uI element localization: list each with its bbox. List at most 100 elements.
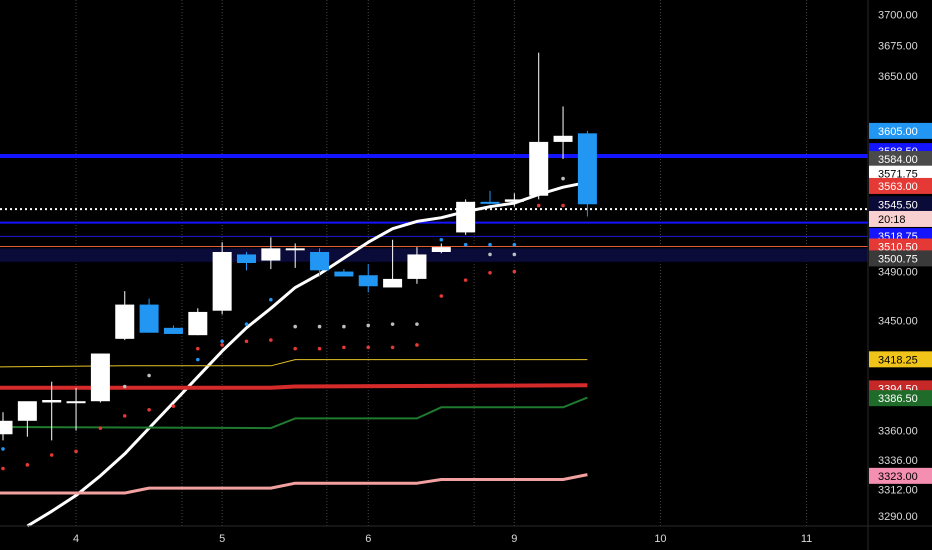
indicator-dot [122, 384, 127, 389]
indicator-dot [1, 447, 5, 451]
indicator-dot [415, 322, 419, 326]
price-label-text: 3584.00 [878, 154, 918, 166]
candle-body [212, 251, 232, 311]
candle-body [139, 304, 159, 333]
pink-line [0, 473, 588, 495]
indicator-dot [415, 343, 419, 347]
indicator-dot [196, 357, 200, 362]
indicator-dot [561, 203, 565, 208]
price-label-badge [869, 177, 932, 194]
indicator-dot [366, 323, 371, 328]
indicator-dot [488, 270, 492, 275]
price-label-badge [869, 467, 932, 484]
time-tick-label: 6 [365, 533, 371, 545]
candle-body [407, 254, 427, 279]
price-label-text: 3545.50 [878, 199, 918, 211]
price-tick-label: 3650.00 [878, 71, 918, 83]
price-label-badge [869, 390, 932, 407]
green-line [0, 396, 588, 430]
candle-body [310, 251, 330, 271]
candle-body [431, 247, 451, 252]
price-label-badge [869, 210, 932, 227]
time-tick-label: 5 [219, 533, 225, 545]
price-label-text: 3605.00 [878, 126, 918, 138]
price-tick-label: 3450.00 [878, 315, 918, 327]
indicator-lines [0, 180, 588, 528]
time-tick-label: 4 [73, 533, 79, 545]
candle-body [17, 401, 37, 421]
candle-body [115, 304, 135, 339]
horizontal-levels [0, 153, 868, 247]
indicator-dot [147, 407, 151, 412]
candle-body [0, 420, 13, 435]
time-axis[interactable]: 4 5 6 9 10 11 [0, 525, 932, 545]
ma-white [26, 180, 588, 528]
price-tick-label: 3312.00 [878, 484, 918, 496]
candle-body [504, 199, 524, 202]
indicator-dot [463, 242, 468, 247]
indicator-dot [439, 237, 444, 242]
price-tick-label: 3490.00 [878, 267, 918, 279]
indicator-dot [561, 176, 565, 181]
indicator-dot [147, 373, 151, 378]
candle-body [553, 135, 573, 142]
indicator-dot [244, 322, 249, 326]
indicator-dot [122, 414, 127, 418]
red-line [0, 383, 588, 390]
indicator-dot [220, 339, 224, 344]
indicator-dot [269, 297, 273, 302]
indicator-dot [171, 404, 176, 408]
candle-body [163, 327, 183, 334]
indicator-dot [463, 278, 468, 282]
candle-body [383, 278, 403, 288]
candle-body [334, 271, 354, 277]
indicator-dot [488, 252, 492, 257]
candle-body [42, 400, 62, 403]
candle-body [261, 248, 281, 261]
indicator-dot [49, 453, 54, 457]
price-label-text: 3500.75 [878, 253, 918, 265]
price-label-text: 3323.00 [878, 471, 918, 483]
price-label-badge [869, 196, 932, 213]
indicator-dot [512, 269, 517, 274]
candle-body [529, 141, 549, 196]
time-tick-label: 11 [801, 533, 812, 545]
price-tick-label: 3675.00 [878, 40, 918, 52]
price-label-badge [869, 351, 932, 368]
indicator-dots [1, 176, 590, 471]
candle-body [237, 254, 256, 263]
price-label-text: 3386.50 [878, 393, 918, 405]
indicator-dot [439, 294, 444, 298]
indicator-dot [220, 343, 224, 347]
candle-body [480, 201, 500, 204]
candle-body [285, 248, 305, 251]
indicator-dot [244, 339, 249, 344]
price-label-text: 3571.75 [878, 169, 918, 181]
price-label-badge [869, 250, 932, 267]
indicator-dot [366, 345, 371, 350]
indicator-dot [317, 324, 322, 329]
candle-body [188, 311, 208, 336]
grid [75, 0, 808, 526]
indicator-dot [293, 346, 298, 351]
candle-body [66, 401, 86, 404]
indicator-dot [390, 322, 395, 326]
price-tick-label: 3336.00 [878, 455, 918, 467]
candle-body [90, 353, 110, 402]
price-label-text: 3418.25 [878, 354, 918, 366]
indicator-dot [1, 466, 5, 471]
price-label-badge [869, 165, 932, 182]
price-labels: 3605.003588.503584.003571.753563.003545.… [869, 122, 932, 484]
price-axis[interactable]: 3700.00 3675.00 3650.00 3490.00 3450.00 3360.… [867, 0, 918, 550]
candle-body [577, 133, 597, 205]
candle-body [358, 275, 378, 287]
indicator-dot [98, 426, 103, 430]
indicator-dot [74, 449, 78, 454]
price-label-badge [869, 151, 932, 168]
indicator-dot [196, 346, 200, 351]
indicator-dot [342, 324, 346, 329]
indicator-dot [488, 242, 492, 247]
price-label-text: 3563.00 [878, 181, 918, 193]
price-label-text: 20:18 [878, 214, 906, 226]
